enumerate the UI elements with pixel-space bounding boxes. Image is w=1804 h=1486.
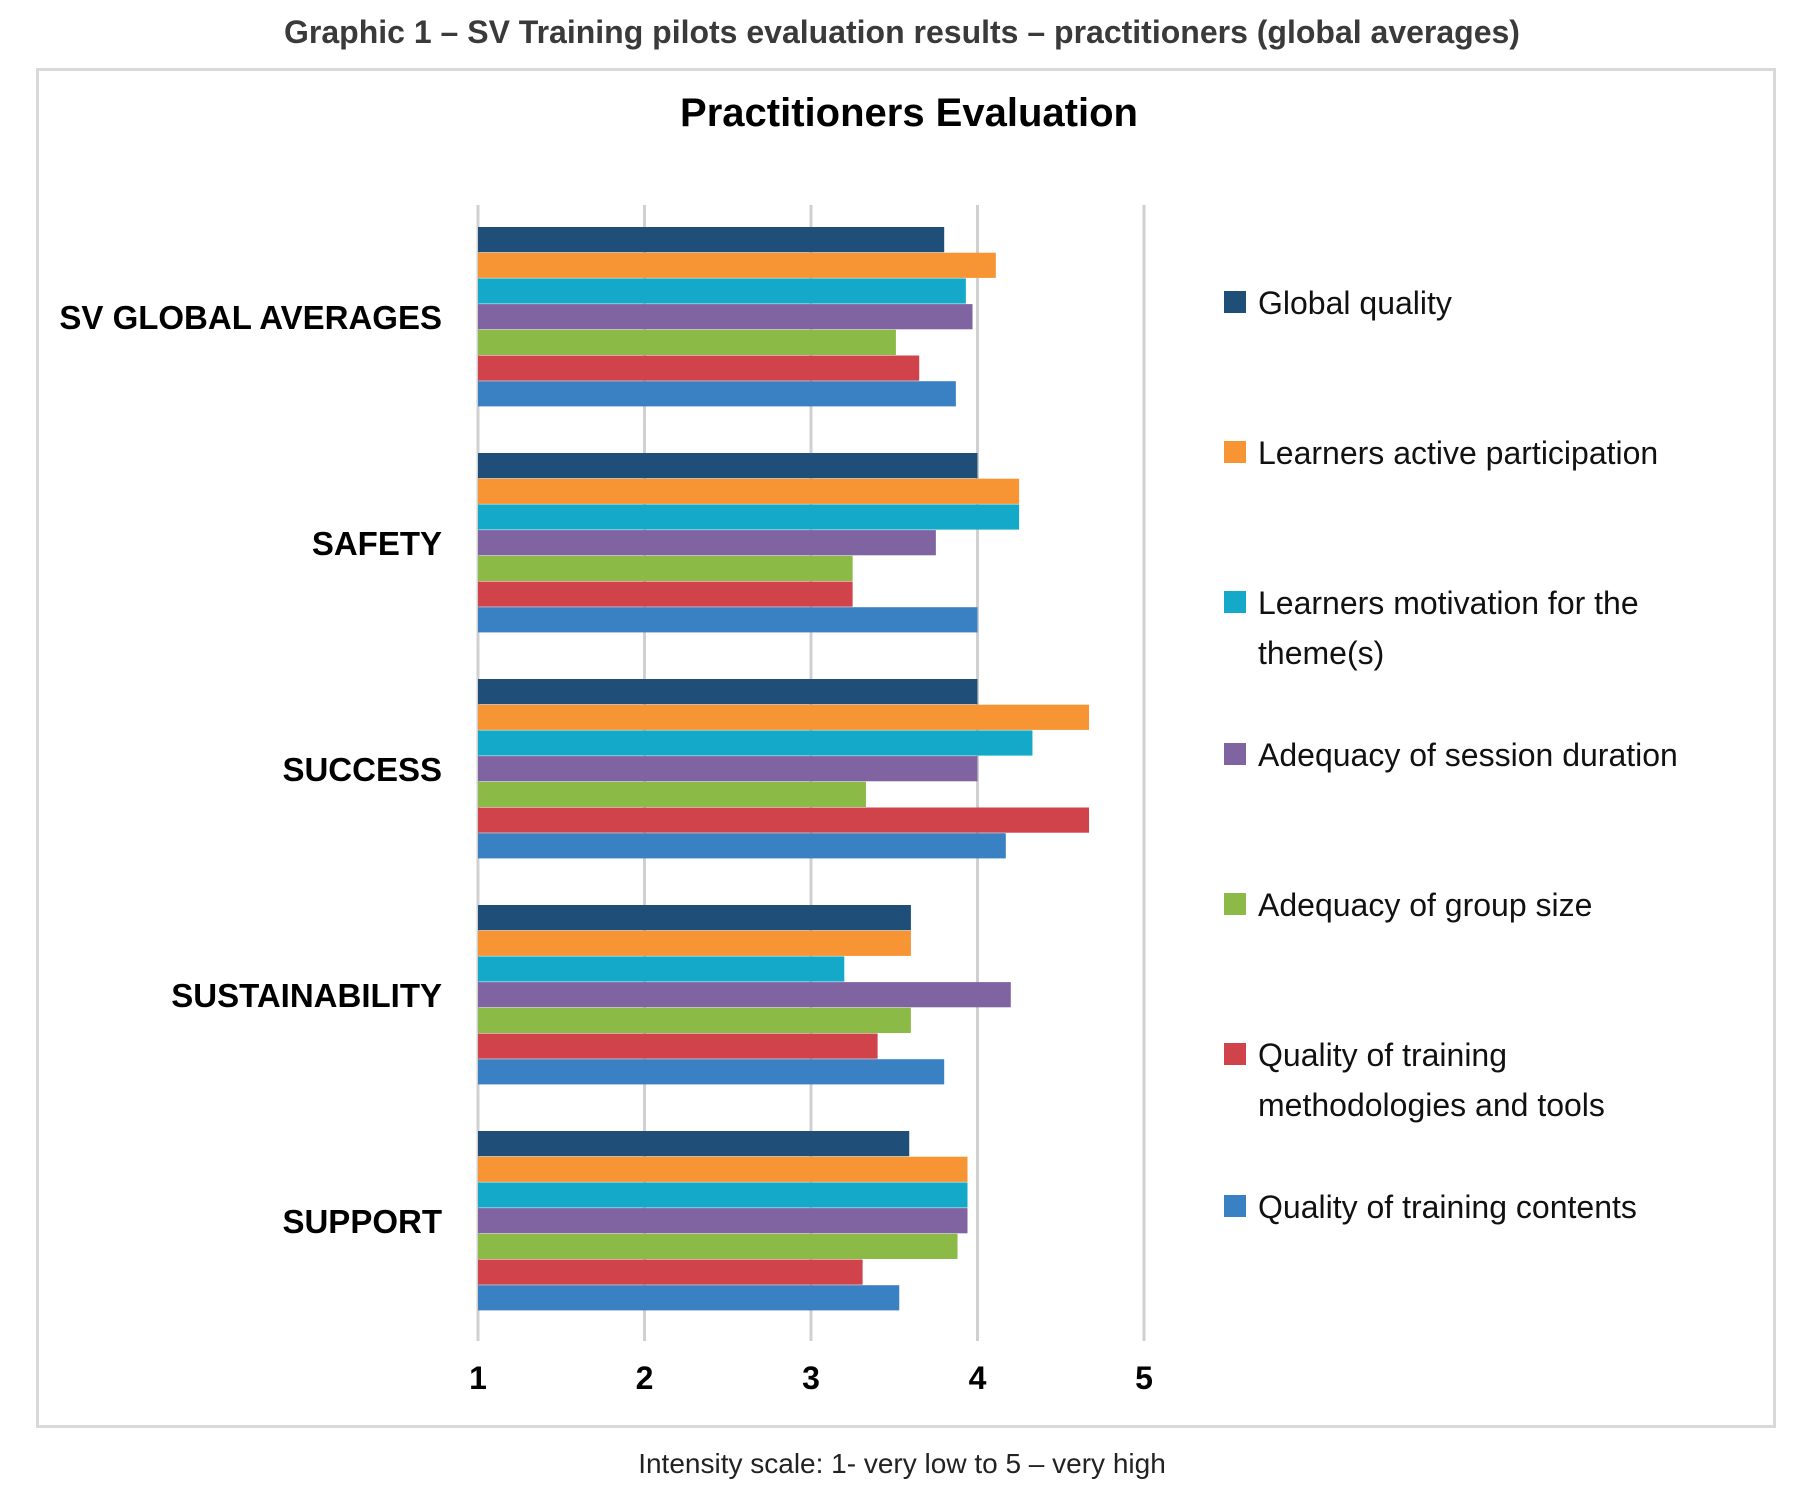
category-label: SUCCESS bbox=[282, 751, 442, 788]
bar-2-2 bbox=[478, 730, 1033, 756]
bar-3-2 bbox=[478, 956, 845, 982]
bar-1-2 bbox=[478, 504, 1020, 530]
bar-2-1 bbox=[478, 704, 1090, 730]
legend: Global quality Learners active participat… bbox=[1224, 285, 1678, 1225]
legend-label: Learners active participation bbox=[1258, 435, 1658, 471]
bar-0-3 bbox=[478, 304, 973, 330]
bar-2-6 bbox=[478, 833, 1006, 859]
bar-1-6 bbox=[478, 607, 978, 633]
legend-label: Adequacy of group size bbox=[1258, 887, 1592, 923]
x-tick-label: 2 bbox=[636, 1360, 654, 1396]
category-labels: SV GLOBAL AVERAGES SAFETY SUCCESS SUSTAINAB… bbox=[59, 299, 442, 1240]
chart-title: Practitioners Evaluation bbox=[680, 91, 1138, 135]
legend-swatch bbox=[1224, 1195, 1246, 1217]
category-label: SUSTAINABILITY bbox=[171, 977, 442, 1014]
legend-swatch bbox=[1224, 743, 1246, 765]
bar-4-6 bbox=[478, 1285, 900, 1311]
bar-4-1 bbox=[478, 1156, 968, 1182]
bar-0-5 bbox=[478, 355, 920, 381]
figure-caption: Graphic 1 – SV Training pilots evaluatio… bbox=[284, 14, 1520, 50]
legend-label: Quality of training contents bbox=[1258, 1189, 1637, 1225]
legend-label: Global quality bbox=[1258, 285, 1452, 321]
bar-4-4 bbox=[478, 1233, 958, 1259]
bar-1-3 bbox=[478, 530, 936, 556]
legend-item: Global quality bbox=[1224, 285, 1452, 321]
legend-item: Quality of training methodologies and too… bbox=[1224, 1037, 1605, 1123]
x-tick-label: 3 bbox=[802, 1360, 820, 1396]
bar-0-2 bbox=[478, 278, 966, 304]
bar-1-5 bbox=[478, 581, 853, 607]
legend-swatch bbox=[1224, 591, 1246, 613]
legend-item: Adequacy of session duration bbox=[1224, 737, 1678, 773]
x-tick-label: 5 bbox=[1135, 1360, 1153, 1396]
legend-swatch bbox=[1224, 893, 1246, 915]
x-tick-label: 4 bbox=[969, 1360, 987, 1396]
legend-item: Learners active participation bbox=[1224, 435, 1658, 471]
x-axis-ticks: 1 2 3 4 5 bbox=[469, 1360, 1153, 1396]
practitioners-evaluation-chart: Practitioners Evaluation SV GLOBAL AVERA… bbox=[59, 91, 1678, 1396]
bar-2-4 bbox=[478, 781, 866, 807]
legend-swatch bbox=[1224, 291, 1246, 313]
bar-2-5 bbox=[478, 807, 1090, 833]
bar-3-1 bbox=[478, 930, 911, 956]
legend-label: Quality of training methodologies and too… bbox=[1258, 1037, 1605, 1123]
bar-1-4 bbox=[478, 555, 853, 581]
bar-3-6 bbox=[478, 1059, 945, 1085]
legend-item: Learners motivation for the theme(s) bbox=[1224, 585, 1639, 671]
bar-4-0 bbox=[478, 1131, 910, 1157]
intensity-scale-note: Intensity scale: 1- very low to 5 – very… bbox=[638, 1448, 1166, 1479]
chart-frame: Practitioners Evaluation SV GLOBAL AVERA… bbox=[36, 68, 1776, 1428]
bar-0-6 bbox=[478, 381, 956, 407]
bar-0-4 bbox=[478, 329, 896, 355]
x-tick-label: 1 bbox=[469, 1360, 487, 1396]
legend-item: Quality of training contents bbox=[1224, 1189, 1637, 1225]
bar-4-2 bbox=[478, 1182, 968, 1208]
bar-0-1 bbox=[478, 252, 996, 278]
bar-3-0 bbox=[478, 905, 911, 931]
bar-3-4 bbox=[478, 1007, 911, 1033]
legend-swatch bbox=[1224, 441, 1246, 463]
bar-3-5 bbox=[478, 1033, 878, 1059]
bar-2-3 bbox=[478, 756, 978, 782]
bar-3-3 bbox=[478, 982, 1011, 1008]
bars bbox=[478, 227, 1090, 1311]
bar-4-5 bbox=[478, 1259, 863, 1285]
bar-4-3 bbox=[478, 1208, 968, 1234]
legend-label: Adequacy of session duration bbox=[1258, 737, 1678, 773]
bar-1-1 bbox=[478, 478, 1020, 504]
category-label: SV GLOBAL AVERAGES bbox=[59, 299, 442, 336]
bar-1-0 bbox=[478, 453, 978, 479]
legend-swatch bbox=[1224, 1043, 1246, 1065]
category-label: SUPPORT bbox=[282, 1203, 442, 1240]
legend-label: Learners motivation for the theme(s) bbox=[1258, 585, 1639, 671]
legend-item: Adequacy of group size bbox=[1224, 887, 1592, 923]
category-label: SAFETY bbox=[312, 525, 442, 562]
bar-0-0 bbox=[478, 227, 945, 253]
bar-2-0 bbox=[478, 679, 978, 705]
